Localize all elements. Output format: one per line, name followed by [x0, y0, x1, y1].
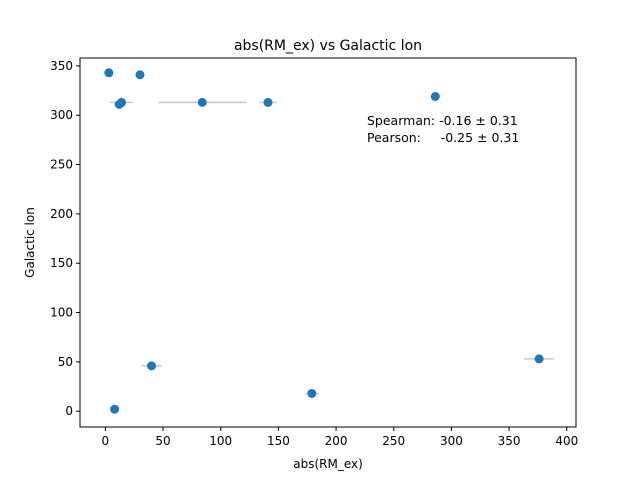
data-point: [197, 97, 207, 107]
x-tick-label: 100: [209, 434, 232, 448]
data-point: [534, 354, 544, 364]
y-tick-label: 50: [58, 355, 73, 369]
y-tick-label: 0: [65, 404, 73, 418]
x-tick-label: 250: [382, 434, 405, 448]
x-tick-label: 50: [155, 434, 170, 448]
data-point: [430, 91, 440, 101]
x-tick-label: 0: [102, 434, 110, 448]
y-axis-label: Galactic lon: [23, 207, 37, 278]
spearman-annotation: Spearman: -0.16 ± 0.31: [367, 113, 518, 128]
plot-area-frame: [79, 57, 577, 428]
data-points: [104, 68, 544, 414]
x-tick-label: 400: [555, 434, 578, 448]
y-axis-ticks: 0 50 100 150 200 250 300 350: [50, 59, 80, 418]
x-tick-label: 300: [440, 434, 463, 448]
data-point: [307, 388, 317, 398]
x-axis-label: abs(RM_ex): [293, 457, 363, 471]
data-point: [110, 404, 120, 414]
data-point: [263, 97, 273, 107]
data-point: [135, 70, 145, 80]
y-tick-label: 100: [50, 306, 73, 320]
pearson-annotation: Pearson: -0.25 ± 0.31: [367, 130, 519, 145]
data-point: [147, 361, 157, 371]
x-axis-ticks: 0 50 100 150 200 250 300 350 400: [102, 427, 578, 448]
y-tick-label: 300: [50, 108, 73, 122]
y-tick-label: 350: [50, 59, 73, 73]
y-tick-label: 150: [50, 256, 73, 270]
data-point: [104, 68, 114, 78]
y-tick-label: 200: [50, 207, 73, 221]
data-point: [114, 99, 124, 109]
x-tick-label: 150: [267, 434, 290, 448]
x-tick-label: 350: [498, 434, 521, 448]
chart-title: abs(RM_ex) vs Galactic lon: [234, 38, 422, 54]
y-tick-label: 250: [50, 158, 73, 172]
x-tick-label: 200: [325, 434, 348, 448]
